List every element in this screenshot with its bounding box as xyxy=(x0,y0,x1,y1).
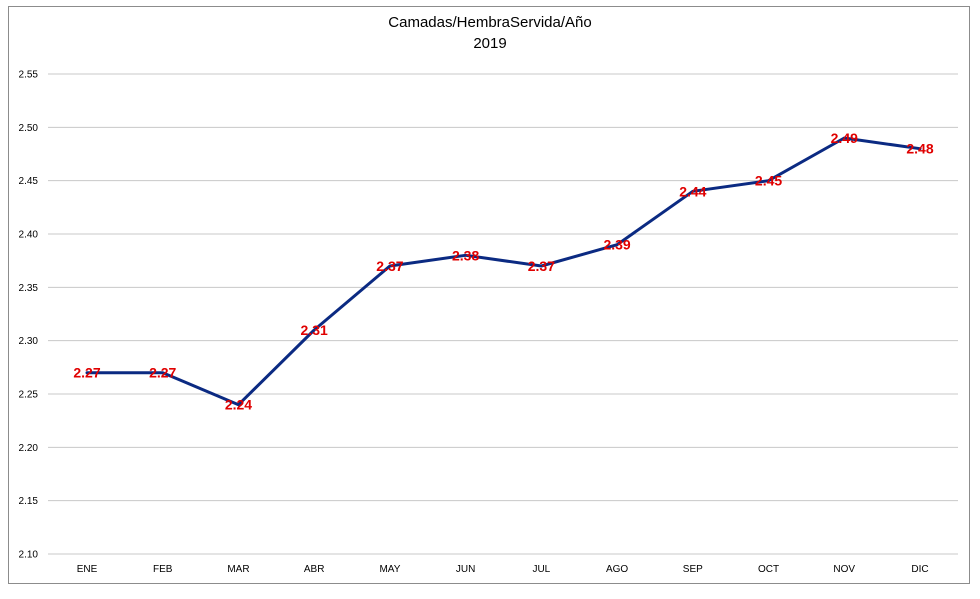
data-label: 2.48 xyxy=(906,141,933,157)
y-tick-label: 2.40 xyxy=(19,230,39,241)
y-tick-label: 2.10 xyxy=(19,550,39,561)
data-label: 2.24 xyxy=(225,397,252,413)
x-tick-label: JUL xyxy=(532,564,550,575)
data-label: 2.39 xyxy=(603,237,630,253)
y-tick-label: 2.25 xyxy=(19,390,39,401)
y-tick-label: 2.20 xyxy=(19,443,39,454)
x-tick-label: JUN xyxy=(456,564,475,575)
data-label: 2.37 xyxy=(528,258,555,274)
y-tick-label: 2.30 xyxy=(19,336,39,347)
chart-subtitle: 2019 xyxy=(473,35,507,52)
x-tick-label: ENE xyxy=(77,564,98,575)
y-tick-label: 2.35 xyxy=(19,283,39,294)
data-label: 2.38 xyxy=(452,247,479,263)
x-axis-ticks: ENE FEB MAR ABR MAY JUN JUL AGO SEP OCT NOV DIC xyxy=(77,564,929,575)
data-label: 2.27 xyxy=(73,365,100,381)
chart-title: Camadas/HembraServida/Año xyxy=(388,14,592,31)
x-tick-label: ABR xyxy=(304,564,325,575)
x-tick-label: AGO xyxy=(606,564,628,575)
series-line xyxy=(85,136,922,407)
x-tick-label: DIC xyxy=(911,564,928,575)
x-tick-label: MAR xyxy=(227,564,249,575)
data-label: 2.31 xyxy=(301,322,328,338)
x-tick-label: NOV xyxy=(833,564,855,575)
x-tick-label: MAY xyxy=(379,564,400,575)
data-label: 2.49 xyxy=(831,130,858,146)
chart-title-block: Camadas/HembraServida/Año 2019 xyxy=(0,12,980,54)
series-line-layer xyxy=(85,136,922,407)
data-labels: 2.27 2.27 2.24 2.31 2.37 2.38 2.37 2.39 2.44 2.45… xyxy=(73,130,933,413)
y-tick-label: 2.55 xyxy=(19,70,39,81)
data-label: 2.37 xyxy=(376,258,403,274)
y-axis-ticks: 2.10 2.15 2.20 2.25 2.30 2.35 2.40 2.45 2.50 2.55 xyxy=(19,70,39,561)
data-label: 2.27 xyxy=(149,365,176,381)
chart-frame xyxy=(8,6,970,584)
x-tick-label: OCT xyxy=(758,564,779,575)
y-tick-label: 2.15 xyxy=(19,496,39,507)
data-label: 2.44 xyxy=(679,183,706,199)
x-tick-label: SEP xyxy=(683,564,703,575)
x-tick-label: FEB xyxy=(153,564,173,575)
y-tick-label: 2.50 xyxy=(19,123,39,134)
data-label: 2.45 xyxy=(755,173,782,189)
gridlines xyxy=(48,73,958,555)
y-tick-label: 2.45 xyxy=(19,176,39,187)
